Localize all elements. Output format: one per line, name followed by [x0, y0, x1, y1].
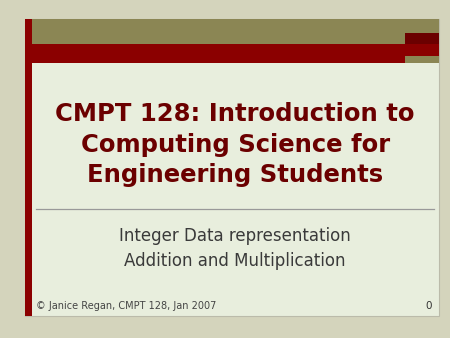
- Text: © Janice Regan, CMPT 128, Jan 2007: © Janice Regan, CMPT 128, Jan 2007: [36, 301, 216, 311]
- Text: CMPT 128: Introduction to
Computing Science for
Engineering Students: CMPT 128: Introduction to Computing Scie…: [55, 102, 415, 187]
- Text: Integer Data representation
Addition and Multiplication: Integer Data representation Addition and…: [119, 227, 351, 270]
- Text: 0: 0: [426, 301, 432, 311]
